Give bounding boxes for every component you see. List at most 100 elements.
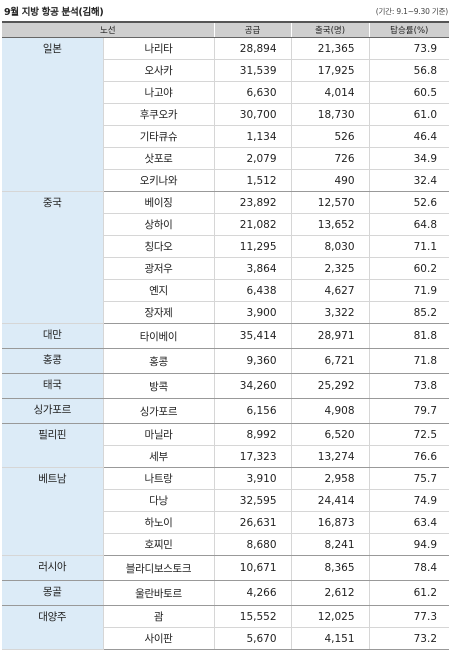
city-cell: 홍콩: [103, 348, 215, 374]
region-cell: 필리핀: [2, 423, 104, 468]
load-factor-cell: 73.8: [369, 373, 450, 399]
passengers-cell: 25,292: [291, 373, 370, 399]
passengers-cell: 8,030: [291, 235, 370, 258]
supply-cell: 3,900: [214, 301, 292, 324]
passengers-cell: 4,627: [291, 279, 370, 302]
table-row: 하노이 26,631 16,873 63.4: [2, 511, 450, 534]
supply-cell: 3,864: [214, 257, 292, 280]
table-row: 대양주 괌 15,552 12,025 77.3: [2, 605, 450, 650]
route-table: 노선 공급 출국(명) 탑승률(%) 일본 나리타 28,894 21,365 73.9…: [2, 21, 450, 650]
table-row: 중국 베이징 23,892 12,570 52.6: [2, 191, 450, 324]
supply-cell: 10,671: [214, 555, 292, 581]
city-cell: 하노이: [103, 511, 215, 534]
supply-cell: 5,670: [214, 627, 292, 650]
load-factor-cell: 56.8: [369, 59, 450, 82]
supply-cell: 1,512: [214, 169, 292, 192]
passengers-cell: 6,520: [291, 423, 370, 446]
city-cell: 사이판: [103, 627, 215, 650]
supply-cell: 23,892: [214, 191, 292, 214]
load-factor-cell: 73.2: [369, 627, 450, 650]
table-row: 호찌민 8,680 8,241 94.9: [2, 533, 450, 556]
city-cell: 세부: [103, 445, 215, 468]
region-cell: 대만: [2, 323, 104, 349]
region-cell: 베트남: [2, 467, 104, 556]
city-cell: 나리타: [103, 37, 215, 60]
table-row: 칭다오 11,295 8,030 71.1: [2, 235, 450, 258]
period-note: (기간: 9.1~9.30 기준): [375, 7, 448, 16]
passengers-cell: 490: [291, 169, 370, 192]
passengers-cell: 526: [291, 125, 370, 148]
load-factor-cell: 71.9: [369, 279, 450, 302]
report-title: 9월 지방 항공 분석(김해): [4, 7, 104, 18]
city-cell: 장자제: [103, 301, 215, 324]
load-factor-cell: 73.9: [369, 37, 450, 60]
region-cell: 싱가포르: [2, 398, 104, 424]
table-row: 몽골 울란바토르 4,266 2,612 61.2: [2, 580, 450, 606]
table-body: 일본 나리타 28,894 21,365 73.9 오사카 31,539 17,925 56.8…: [2, 37, 450, 650]
table-row: 오사카 31,539 17,925 56.8: [2, 59, 450, 82]
passengers-cell: 18,730: [291, 103, 370, 126]
load-factor-cell: 72.5: [369, 423, 450, 446]
region-cell: 몽골: [2, 580, 104, 606]
load-factor-cell: 75.7: [369, 467, 450, 490]
supply-cell: 6,156: [214, 398, 292, 424]
passengers-cell: 2,325: [291, 257, 370, 280]
city-cell: 괌: [103, 605, 215, 628]
passengers-cell: 12,570: [291, 191, 370, 214]
table-row: 다낭 32,595 24,414 74.9: [2, 489, 450, 512]
city-cell: 다낭: [103, 489, 215, 512]
city-cell: 베이징: [103, 191, 215, 214]
region-cell: 대양주: [2, 605, 104, 650]
passengers-cell: 8,365: [291, 555, 370, 581]
city-cell: 방콕: [103, 373, 215, 399]
load-factor-cell: 61.2: [369, 580, 450, 606]
load-factor-cell: 71.1: [369, 235, 450, 258]
passengers-cell: 13,652: [291, 213, 370, 236]
city-cell: 기타큐슈: [103, 125, 215, 148]
supply-cell: 35,414: [214, 323, 292, 349]
table-row: 러시아 블라디보스토크 10,671 8,365 78.4: [2, 555, 450, 581]
table-row: 일본 나리타 28,894 21,365 73.9: [2, 37, 450, 192]
supply-cell: 34,260: [214, 373, 292, 399]
supply-cell: 26,631: [214, 511, 292, 534]
load-factor-cell: 81.8: [369, 323, 450, 349]
city-cell: 옌지: [103, 279, 215, 302]
passengers-cell: 17,925: [291, 59, 370, 82]
table-row: 오키나와 1,512 490 32.4: [2, 169, 450, 192]
load-factor-cell: 34.9: [369, 147, 450, 170]
table-row: 대만 타이베이 35,414 28,971 81.8: [2, 323, 450, 349]
passengers-cell: 4,151: [291, 627, 370, 650]
city-cell: 상하이: [103, 213, 215, 236]
supply-cell: 28,894: [214, 37, 292, 60]
load-factor-cell: 77.3: [369, 605, 450, 628]
header-supply: 공급: [214, 21, 292, 38]
supply-cell: 1,134: [214, 125, 292, 148]
supply-cell: 17,323: [214, 445, 292, 468]
table-row: 홍콩 홍콩 9,360 6,721 71.8: [2, 348, 450, 374]
passengers-cell: 4,908: [291, 398, 370, 424]
passengers-cell: 3,322: [291, 301, 370, 324]
passengers-cell: 726: [291, 147, 370, 170]
city-cell: 블라디보스토크: [103, 555, 215, 581]
supply-cell: 32,595: [214, 489, 292, 512]
city-cell: 호찌민: [103, 533, 215, 556]
passengers-cell: 6,721: [291, 348, 370, 374]
region-cell: 태국: [2, 373, 104, 399]
city-cell: 후쿠오카: [103, 103, 215, 126]
load-factor-cell: 63.4: [369, 511, 450, 534]
city-cell: 삿포로: [103, 147, 215, 170]
table-row: 베트남 나트랑 3,910 2,958 75.7: [2, 467, 450, 556]
city-cell: 칭다오: [103, 235, 215, 258]
supply-cell: 9,360: [214, 348, 292, 374]
supply-cell: 6,630: [214, 81, 292, 104]
city-cell: 울란바토르: [103, 580, 215, 606]
supply-cell: 8,680: [214, 533, 292, 556]
load-factor-cell: 85.2: [369, 301, 450, 324]
supply-cell: 6,438: [214, 279, 292, 302]
load-factor-cell: 46.4: [369, 125, 450, 148]
header-passengers: 출국(명): [291, 21, 370, 38]
passengers-cell: 21,365: [291, 37, 370, 60]
load-factor-cell: 78.4: [369, 555, 450, 581]
load-factor-cell: 76.6: [369, 445, 450, 468]
load-factor-cell: 32.4: [369, 169, 450, 192]
